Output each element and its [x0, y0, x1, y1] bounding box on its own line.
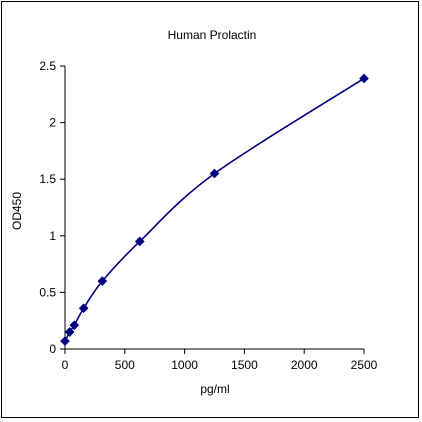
- data-point: [69, 320, 80, 331]
- data-point: [60, 336, 70, 347]
- data-points-layer: [60, 73, 369, 347]
- axes: 0 500 1000 1500 2000 2500 0 0.5 1 1.5 2 2.5: [39, 59, 377, 372]
- x-tick-label: 1000: [171, 358, 198, 372]
- fit-curve-layer: [64, 77, 365, 342]
- data-point: [97, 276, 108, 287]
- x-tick-label: 500: [115, 358, 135, 372]
- chart-title: Human Prolactin: [168, 28, 257, 42]
- x-axis-label: pg/ml: [200, 382, 229, 396]
- y-tick-label: 2: [49, 116, 56, 130]
- y-axis-label: OD450: [10, 192, 24, 230]
- x-tick-label: 2500: [351, 358, 378, 372]
- chart-frame: Human Prolactin 0 500 1000 1500 2000 2500 0 0.5…: [1, 1, 419, 418]
- data-point: [134, 236, 145, 247]
- data-point: [359, 73, 369, 84]
- y-tick-label: 0.5: [39, 285, 56, 299]
- y-tick-label: 2.5: [39, 59, 56, 73]
- x-tick-label: 1500: [231, 358, 258, 372]
- chart: Human Prolactin 0 500 1000 1500 2000 2500 0 0.5…: [10, 28, 378, 396]
- fit-curve: [64, 77, 365, 342]
- x-tick-label: 0: [62, 358, 69, 372]
- data-point: [78, 303, 89, 314]
- y-tick-label: 1: [49, 229, 56, 243]
- data-point: [209, 168, 220, 179]
- x-tick-label: 2000: [291, 358, 318, 372]
- y-tick-label: 0: [49, 342, 56, 356]
- data-point: [64, 327, 75, 337]
- y-tick-label: 1.5: [39, 172, 56, 186]
